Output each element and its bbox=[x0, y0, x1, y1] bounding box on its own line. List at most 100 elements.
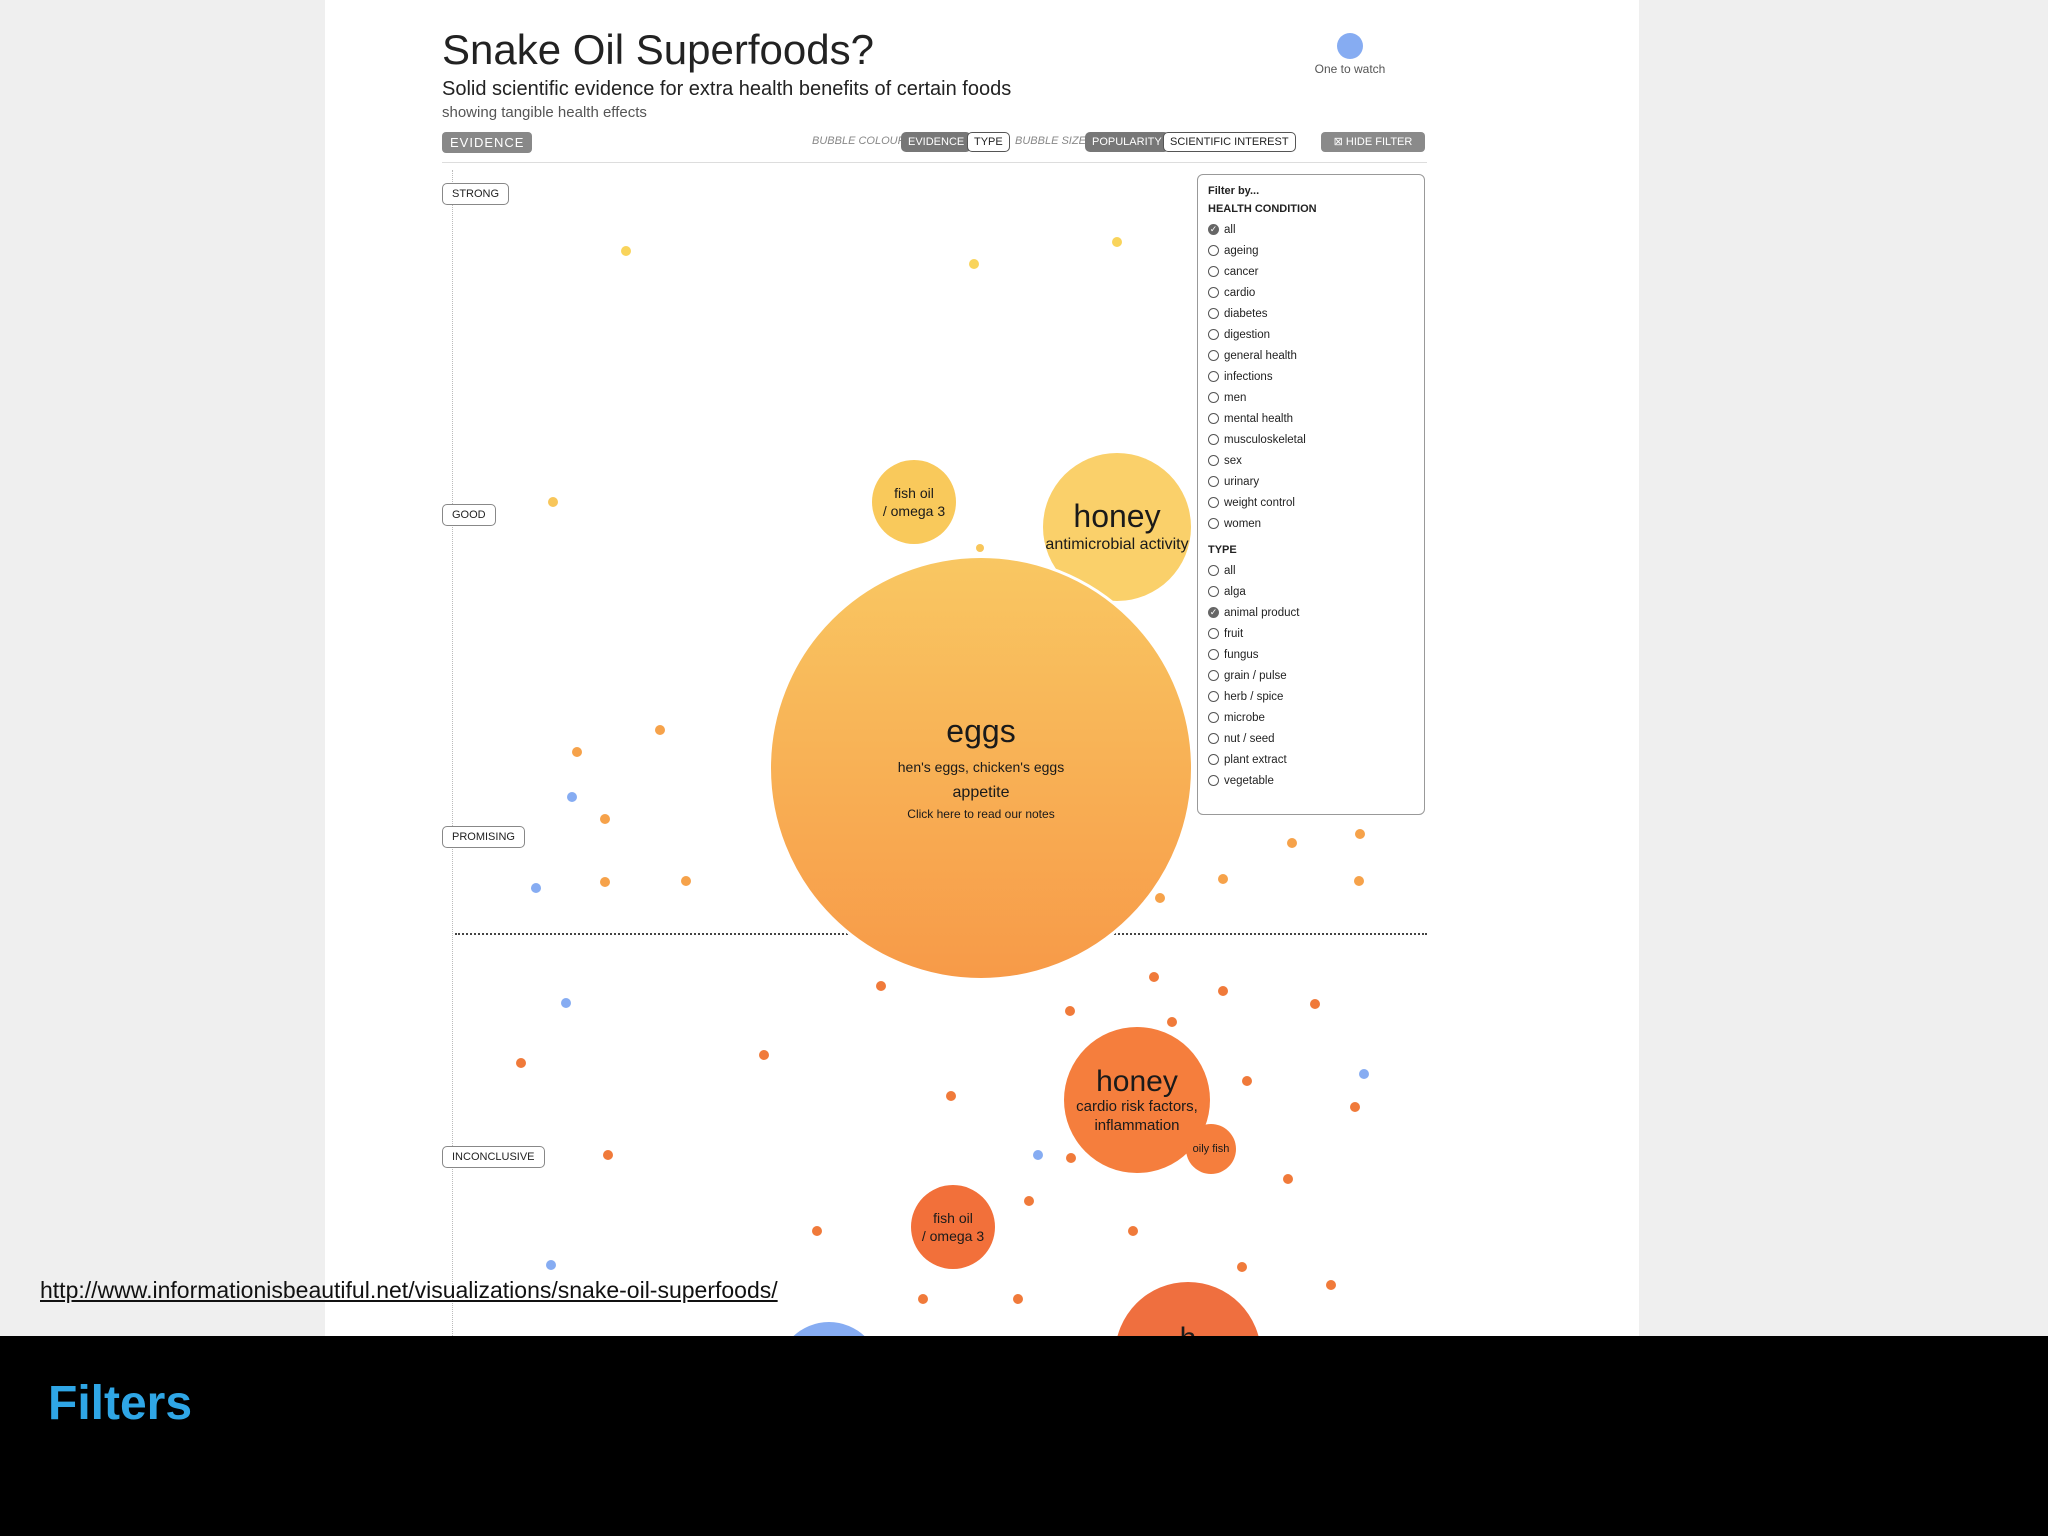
bubble-honey-good[interactable]: honey antimicrobial activity bbox=[1043, 453, 1191, 601]
health-condition-option[interactable]: sex bbox=[1208, 450, 1414, 471]
radio-unchecked-icon[interactable] bbox=[1208, 775, 1219, 786]
food-dot[interactable] bbox=[1167, 1017, 1177, 1027]
food-dot[interactable] bbox=[876, 981, 886, 991]
food-dot[interactable] bbox=[759, 1050, 769, 1060]
food-dot[interactable] bbox=[1066, 1153, 1076, 1163]
colour-evidence-button[interactable]: EVIDENCE bbox=[901, 132, 972, 152]
food-dot[interactable] bbox=[1024, 1196, 1034, 1206]
one-to-watch-dot[interactable] bbox=[531, 883, 541, 893]
food-dot[interactable] bbox=[1128, 1226, 1138, 1236]
food-dot[interactable] bbox=[1149, 972, 1159, 982]
food-dot[interactable] bbox=[1326, 1280, 1336, 1290]
radio-unchecked-icon[interactable] bbox=[1208, 691, 1219, 702]
type-option[interactable]: alga bbox=[1208, 581, 1414, 602]
type-option[interactable]: grain / pulse bbox=[1208, 665, 1414, 686]
food-dot[interactable] bbox=[812, 1226, 822, 1236]
type-option[interactable]: vegetable bbox=[1208, 770, 1414, 791]
food-dot[interactable] bbox=[1013, 1294, 1023, 1304]
type-option[interactable]: fruit bbox=[1208, 623, 1414, 644]
bubble-honey-bottom[interactable]: h bbox=[1115, 1282, 1261, 1336]
health-condition-option[interactable]: mental health bbox=[1208, 408, 1414, 429]
radio-unchecked-icon[interactable] bbox=[1208, 266, 1219, 277]
radio-unchecked-icon[interactable] bbox=[1208, 413, 1219, 424]
food-dot[interactable] bbox=[1218, 874, 1228, 884]
food-dot[interactable] bbox=[572, 747, 582, 757]
health-condition-option[interactable]: digestion bbox=[1208, 324, 1414, 345]
food-dot[interactable] bbox=[1350, 1102, 1360, 1112]
colour-type-button[interactable]: TYPE bbox=[967, 132, 1010, 152]
health-condition-option[interactable]: ageing bbox=[1208, 240, 1414, 261]
radio-unchecked-icon[interactable] bbox=[1208, 565, 1219, 576]
type-option[interactable]: plant extract bbox=[1208, 749, 1414, 770]
radio-unchecked-icon[interactable] bbox=[1208, 476, 1219, 487]
read-notes-link[interactable]: Click here to read our notes bbox=[907, 806, 1055, 821]
type-option[interactable]: microbe bbox=[1208, 707, 1414, 728]
food-dot[interactable] bbox=[969, 259, 979, 269]
health-condition-option[interactable]: weight control bbox=[1208, 492, 1414, 513]
bubble-eggs[interactable]: eggs hen's eggs, chicken's eggs appetite… bbox=[768, 555, 1194, 981]
health-condition-option[interactable]: ✓ all bbox=[1208, 219, 1414, 240]
radio-unchecked-icon[interactable] bbox=[1208, 628, 1219, 639]
food-dot[interactable] bbox=[655, 725, 665, 735]
food-dot[interactable] bbox=[918, 1294, 928, 1304]
health-condition-option[interactable]: cancer bbox=[1208, 261, 1414, 282]
bubble-honey-inconclusive[interactable]: honey cardio risk factors, inflammation bbox=[1064, 1027, 1210, 1173]
radio-unchecked-icon[interactable] bbox=[1208, 733, 1219, 744]
radio-unchecked-icon[interactable] bbox=[1208, 308, 1219, 319]
food-dot[interactable] bbox=[1283, 1174, 1293, 1184]
source-url-link[interactable]: http://www.informationisbeautiful.net/vi… bbox=[40, 1277, 778, 1303]
radio-unchecked-icon[interactable] bbox=[1208, 649, 1219, 660]
food-dot[interactable] bbox=[681, 876, 691, 886]
type-option[interactable]: herb / spice bbox=[1208, 686, 1414, 707]
radio-unchecked-icon[interactable] bbox=[1208, 371, 1219, 382]
radio-unchecked-icon[interactable] bbox=[1208, 434, 1219, 445]
radio-unchecked-icon[interactable] bbox=[1208, 712, 1219, 723]
radio-unchecked-icon[interactable] bbox=[1208, 670, 1219, 681]
type-option[interactable]: ✓ animal product bbox=[1208, 602, 1414, 623]
food-dot[interactable] bbox=[1242, 1076, 1252, 1086]
radio-unchecked-icon[interactable] bbox=[1208, 455, 1219, 466]
food-dot[interactable] bbox=[1112, 237, 1122, 247]
one-to-watch-dot[interactable] bbox=[546, 1260, 556, 1270]
radio-unchecked-icon[interactable] bbox=[1208, 754, 1219, 765]
food-dot[interactable] bbox=[1155, 893, 1165, 903]
bubble-fish-oil-good[interactable]: fish oil / omega 3 bbox=[872, 460, 956, 544]
bubble-watch-bottom[interactable] bbox=[777, 1322, 881, 1336]
type-option[interactable]: all bbox=[1208, 560, 1414, 581]
food-dot[interactable] bbox=[548, 497, 558, 507]
size-scientific-interest-button[interactable]: SCIENTIFIC INTEREST bbox=[1163, 132, 1296, 152]
health-condition-option[interactable]: men bbox=[1208, 387, 1414, 408]
food-dot[interactable] bbox=[1237, 1262, 1247, 1272]
type-option[interactable]: nut / seed bbox=[1208, 728, 1414, 749]
radio-unchecked-icon[interactable] bbox=[1208, 586, 1219, 597]
bubble-oily-fish[interactable]: oily fish bbox=[1186, 1124, 1236, 1174]
food-dot[interactable] bbox=[1287, 838, 1297, 848]
radio-unchecked-icon[interactable] bbox=[1208, 518, 1219, 529]
food-dot[interactable] bbox=[1355, 829, 1365, 839]
food-dot[interactable] bbox=[976, 544, 984, 552]
radio-unchecked-icon[interactable] bbox=[1208, 497, 1219, 508]
radio-unchecked-icon[interactable] bbox=[1208, 245, 1219, 256]
one-to-watch-dot[interactable] bbox=[561, 998, 571, 1008]
radio-checked-icon[interactable]: ✓ bbox=[1208, 224, 1219, 235]
food-dot[interactable] bbox=[621, 246, 631, 256]
radio-unchecked-icon[interactable] bbox=[1208, 350, 1219, 361]
health-condition-option[interactable]: musculoskeletal bbox=[1208, 429, 1414, 450]
radio-unchecked-icon[interactable] bbox=[1208, 329, 1219, 340]
food-dot[interactable] bbox=[1310, 999, 1320, 1009]
food-dot[interactable] bbox=[1218, 986, 1228, 996]
bubble-fish-oil-inconclusive[interactable]: fish oil / omega 3 bbox=[911, 1185, 995, 1269]
one-to-watch-dot[interactable] bbox=[1359, 1069, 1369, 1079]
type-option[interactable]: fungus bbox=[1208, 644, 1414, 665]
food-dot[interactable] bbox=[946, 1091, 956, 1101]
food-dot[interactable] bbox=[1354, 876, 1364, 886]
health-condition-option[interactable]: cardio bbox=[1208, 282, 1414, 303]
food-dot[interactable] bbox=[600, 814, 610, 824]
size-popularity-button[interactable]: POPULARITY bbox=[1085, 132, 1169, 152]
health-condition-option[interactable]: diabetes bbox=[1208, 303, 1414, 324]
radio-checked-icon[interactable]: ✓ bbox=[1208, 607, 1219, 618]
hide-filter-button[interactable]: ⊠ HIDE FILTER bbox=[1321, 132, 1425, 152]
health-condition-option[interactable]: general health bbox=[1208, 345, 1414, 366]
one-to-watch-dot[interactable] bbox=[567, 792, 577, 802]
health-condition-option[interactable]: urinary bbox=[1208, 471, 1414, 492]
